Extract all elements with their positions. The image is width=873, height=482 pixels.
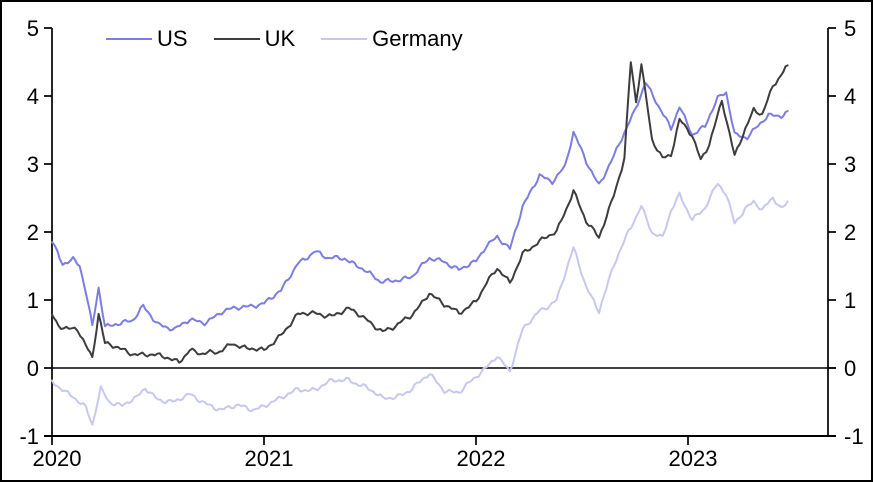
- y-axis-label-right: 0: [844, 356, 856, 381]
- legend-item-us: US: [106, 28, 188, 50]
- x-axis-label: 2022: [457, 446, 506, 471]
- us-line-swatch: [106, 38, 152, 40]
- y-axis-label-left: 4: [27, 84, 39, 109]
- germany-line-swatch: [321, 38, 368, 40]
- y-axis-label-left: 2: [27, 220, 39, 245]
- x-axis-label: 2021: [245, 446, 294, 471]
- legend-item-uk: UK: [213, 26, 296, 51]
- legend: US UK Germany: [106, 28, 463, 50]
- y-axis-label-right: 1: [844, 288, 856, 313]
- y-axis-label-left: 1: [27, 288, 39, 313]
- y-axis-label-left: 5: [27, 16, 39, 41]
- legend-label-uk: UK: [264, 26, 296, 51]
- y-axis-label-left: 0: [27, 356, 39, 381]
- y-axis-label-right: -1: [844, 424, 864, 449]
- us-series-line: [51, 82, 789, 332]
- germany-series-line: [51, 183, 789, 426]
- x-axis-label: 2023: [669, 446, 718, 471]
- y-axis-label-right: 4: [844, 84, 856, 109]
- y-axis-label-left: -1: [19, 424, 39, 449]
- y-axis-label-right: 5: [844, 16, 856, 41]
- uk-line-swatch: [213, 38, 260, 40]
- y-axis-label-right: 3: [844, 152, 856, 177]
- y-axis-label-left: 3: [27, 152, 39, 177]
- legend-label-germany: Germany: [372, 26, 463, 51]
- legend-label-us: US: [157, 26, 188, 51]
- uk-series-line: [51, 61, 789, 364]
- legend-item-germany: Germany: [321, 26, 463, 51]
- y-axis-label-right: 2: [844, 220, 856, 245]
- x-axis-label: 2020: [33, 446, 82, 471]
